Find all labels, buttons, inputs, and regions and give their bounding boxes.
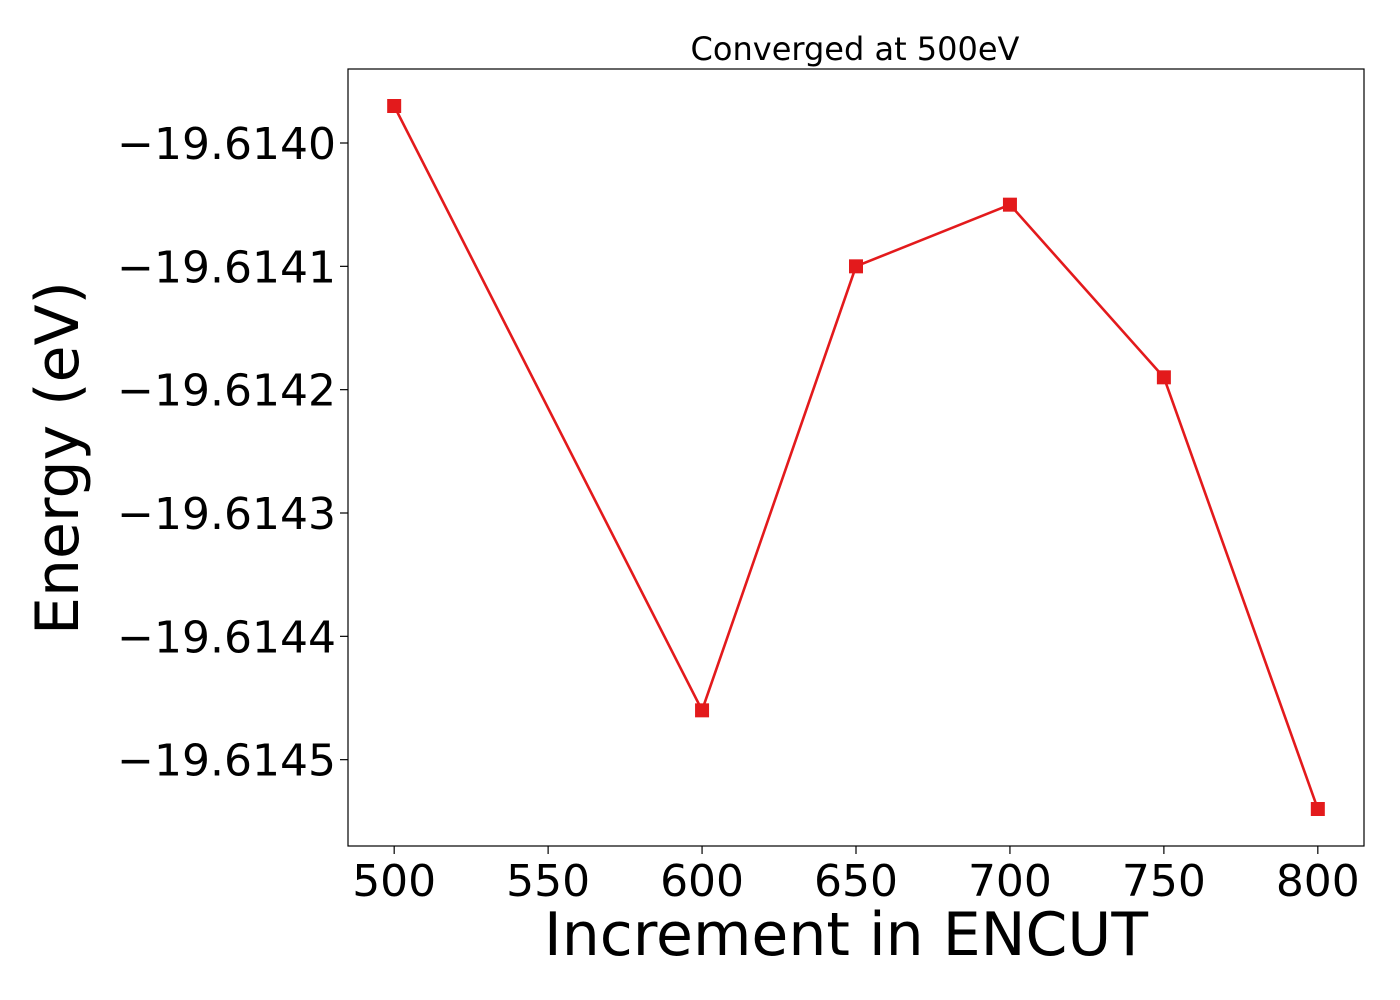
x-tick-label: 550 [506, 856, 590, 907]
data-point-marker [387, 99, 402, 113]
y-tick-label: −19.6143 [117, 489, 336, 540]
y-axis-title: Energy (eV) [23, 281, 93, 635]
x-tick-label: 700 [968, 856, 1052, 907]
x-tick-label: 650 [814, 856, 898, 907]
data-point-marker [1002, 197, 1017, 212]
x-axis-ticks: 500 550 600 650 700 750 800 [352, 846, 1360, 907]
y-tick-label: −19.6144 [117, 612, 336, 663]
data-point-marker [849, 259, 863, 274]
chart-title: Converged at 500eV [691, 30, 1020, 68]
x-tick-label: 500 [352, 856, 436, 907]
y-tick-label: −19.6140 [117, 119, 336, 170]
x-tick-label: 800 [1276, 856, 1360, 907]
plot-area-frame [347, 68, 1365, 847]
x-tick-label: 600 [660, 856, 744, 907]
x-tick-label: 750 [1122, 856, 1206, 907]
series-line [393, 105, 1320, 810]
y-tick-label: −19.6145 [117, 736, 336, 787]
y-tick-label: −19.6142 [117, 366, 336, 417]
series-layer [387, 99, 1325, 816]
x-axis-title: Increment in ENCUT [544, 900, 1148, 970]
y-axis-ticks: −19.6140 −19.6141 −19.6142 −19.6143 −19.6144… [117, 119, 348, 787]
data-point-marker [695, 703, 710, 718]
data-point-marker [1310, 802, 1325, 816]
y-tick-label: −19.6141 [117, 242, 336, 293]
data-point-marker [1156, 370, 1171, 385]
